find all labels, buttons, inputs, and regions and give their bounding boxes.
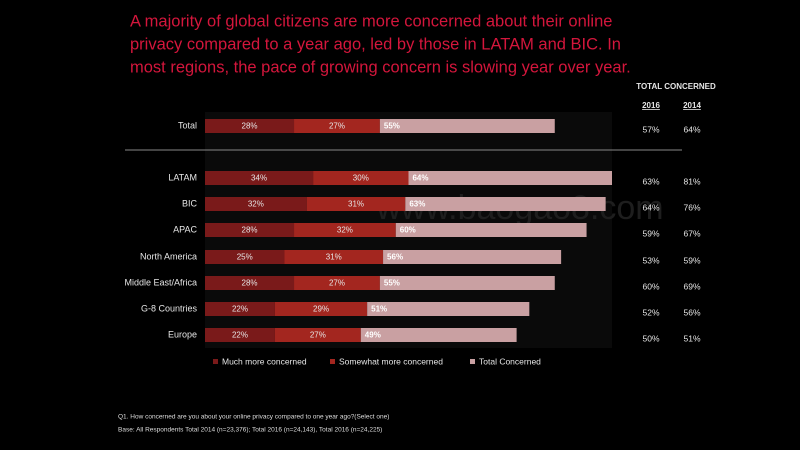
category-label: North America — [140, 251, 197, 261]
data-label: 22% — [232, 305, 248, 314]
legend-label: Much more concerned — [222, 356, 307, 366]
table-cell: 57% — [642, 124, 659, 134]
bar-segment — [274, 328, 361, 342]
bar-segment — [205, 223, 295, 237]
data-label: 60% — [400, 226, 416, 235]
table-cell: 53% — [642, 255, 659, 265]
category-label: Total — [178, 120, 197, 130]
data-label: 30% — [353, 174, 369, 183]
data-label: 25% — [237, 253, 253, 262]
data-label: 27% — [310, 331, 326, 340]
bar-segment — [294, 119, 380, 133]
data-label: 28% — [242, 226, 258, 235]
bar-segment — [294, 276, 380, 290]
legend-swatch — [213, 359, 218, 364]
bar-segment — [379, 119, 555, 133]
legend-swatch — [330, 359, 335, 364]
bar-segment — [379, 276, 555, 290]
data-label: 28% — [242, 122, 258, 131]
data-label: 31% — [348, 200, 364, 209]
data-label: 28% — [242, 279, 258, 288]
table-cell: 76% — [683, 202, 700, 212]
category-label: G-8 Countries — [141, 303, 198, 313]
data-label: 64% — [412, 174, 428, 183]
table-cell: 64% — [642, 202, 659, 212]
table-cell: 81% — [683, 176, 700, 186]
bar-segment — [360, 328, 517, 342]
category-label: APAC — [173, 224, 197, 234]
bar-segment — [205, 197, 307, 211]
bar-segment — [205, 119, 295, 133]
data-label: 34% — [251, 174, 267, 183]
title-line: most regions, the pace of growing concer… — [130, 58, 631, 76]
data-label: 32% — [248, 200, 264, 209]
table-cell: 63% — [642, 176, 659, 186]
legend-swatch — [470, 359, 475, 364]
category-label: LATAM — [168, 172, 197, 182]
data-label: 27% — [329, 122, 345, 131]
data-label: 55% — [384, 279, 400, 288]
table-cell: 59% — [683, 255, 700, 265]
table-cell: 50% — [642, 333, 659, 343]
bar-segment — [367, 302, 530, 316]
table-cell: 56% — [683, 307, 700, 317]
bar-segment — [306, 197, 406, 211]
table-col: 2016 — [642, 101, 660, 110]
bar-segment — [395, 223, 587, 237]
table-title: TOTAL CONCERNED — [636, 82, 716, 91]
bar-segment — [408, 171, 612, 185]
table-cell: 69% — [683, 281, 700, 291]
table-cell: 64% — [683, 124, 700, 134]
table-col: 2014 — [683, 101, 701, 110]
data-label: 56% — [387, 253, 403, 262]
bar-segment — [205, 328, 275, 342]
data-label: 49% — [365, 331, 381, 340]
table-cell: 51% — [683, 333, 700, 343]
data-label: 29% — [313, 305, 329, 314]
legend-label: Total Concerned — [479, 356, 541, 366]
table-cell: 59% — [642, 228, 659, 238]
bar-segment — [294, 223, 396, 237]
bar-segment — [313, 171, 409, 185]
title-line: A majority of global citizens are more c… — [130, 12, 612, 30]
data-label: 32% — [337, 226, 353, 235]
footnote: Base: All Respondents Total 2014 (n=23,3… — [118, 427, 382, 434]
bar-segment — [205, 171, 314, 185]
data-label: 55% — [384, 122, 400, 131]
bar-segment — [284, 250, 384, 264]
bar-segment — [405, 197, 606, 211]
data-label: 31% — [326, 253, 342, 262]
table-cell: 52% — [642, 307, 659, 317]
data-label: 27% — [329, 279, 345, 288]
data-label: 63% — [409, 200, 425, 209]
category-label: BIC — [182, 198, 198, 208]
data-label: 51% — [371, 305, 387, 314]
bar-segment — [205, 276, 295, 290]
bar-segment — [205, 250, 285, 264]
title-line: privacy compared to a year ago, led by t… — [130, 35, 621, 53]
bar-segment — [274, 302, 368, 316]
table-cell: 67% — [683, 228, 700, 238]
table-cell: 60% — [642, 281, 659, 291]
footnote: Q1. How concerned are you about your onl… — [118, 414, 389, 421]
data-label: 22% — [232, 331, 248, 340]
category-label: Middle East/Africa — [124, 277, 197, 287]
bar-segment — [205, 302, 275, 316]
bar-segment — [383, 250, 562, 264]
category-label: Europe — [168, 329, 197, 339]
legend-label: Somewhat more concerned — [339, 356, 443, 366]
